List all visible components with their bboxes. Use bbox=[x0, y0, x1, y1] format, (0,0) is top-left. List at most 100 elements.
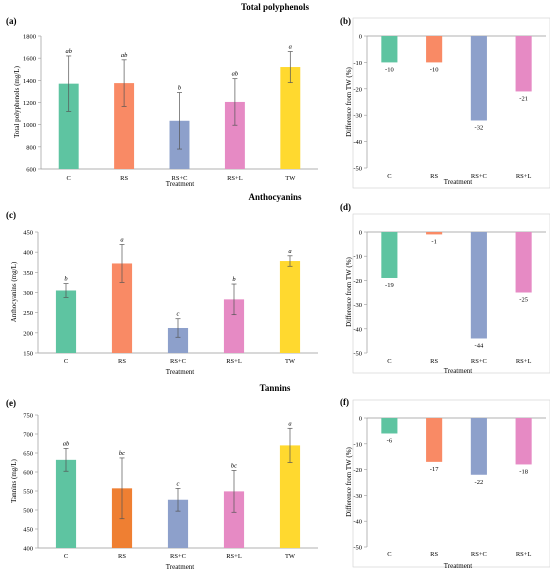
x-tick-label: RS+C bbox=[170, 358, 186, 365]
x-tick-label: RS bbox=[430, 358, 438, 365]
significance-letter: ab bbox=[121, 52, 128, 59]
panel-letter-c: (c) bbox=[6, 210, 16, 220]
panel-letter-d: (d) bbox=[340, 202, 351, 212]
bar-tw bbox=[279, 261, 301, 353]
significance-letter: ab bbox=[232, 71, 239, 78]
significance-letter: c bbox=[177, 311, 180, 318]
panel-letter-a: (a) bbox=[6, 16, 17, 26]
x-tick-label: RS+C bbox=[170, 553, 186, 560]
x-tick-label: C bbox=[387, 173, 391, 180]
bar-rs-l bbox=[223, 491, 245, 548]
significance-letter: a bbox=[288, 420, 291, 427]
bar-tw bbox=[279, 445, 301, 548]
y-axis-label: Difference from TW (%) bbox=[345, 256, 353, 326]
y-tick-label: 150 bbox=[23, 351, 33, 358]
panel-letter-e: (e) bbox=[6, 398, 16, 408]
x-tick-label: RS bbox=[430, 173, 438, 180]
section-title-anthocyanins: Anthocyanins bbox=[248, 192, 302, 202]
x-tick-label: RS+C bbox=[471, 358, 487, 365]
data-label: -22 bbox=[475, 479, 484, 486]
y-axis-label: Difference from TW (%) bbox=[345, 66, 353, 136]
x-axis-label: Treatment bbox=[166, 563, 195, 571]
y-tick-label: -50 bbox=[353, 166, 362, 173]
x-tick-label: RS+L bbox=[516, 358, 532, 365]
panel-border bbox=[352, 399, 550, 568]
y-tick-label: 0 bbox=[359, 416, 362, 423]
y-tick-label: 500 bbox=[23, 508, 33, 515]
x-axis-label: Treatment bbox=[166, 180, 195, 188]
y-tick-label: 700 bbox=[23, 432, 33, 439]
x-tick-label: RS+L bbox=[226, 358, 242, 365]
y-tick-label: 1800 bbox=[23, 34, 36, 41]
y-tick-label: 650 bbox=[23, 451, 33, 458]
data-label: -10 bbox=[385, 66, 394, 73]
y-tick-label: 1400 bbox=[23, 78, 36, 85]
y-tick-label: -10 bbox=[353, 441, 362, 448]
significance-letter: a bbox=[289, 44, 292, 51]
data-label: -21 bbox=[519, 95, 528, 102]
significance-letter: c bbox=[177, 480, 180, 487]
y-tick-label: 350 bbox=[23, 270, 33, 277]
y-tick-label: -40 bbox=[353, 519, 362, 526]
significance-letter: bc bbox=[231, 462, 237, 469]
y-tick-label: -30 bbox=[353, 113, 362, 120]
y-tick-label: -20 bbox=[353, 278, 362, 285]
x-tick-label: TW bbox=[285, 553, 296, 560]
x-tick-label: RS bbox=[430, 551, 438, 558]
bar-tw bbox=[280, 67, 301, 169]
x-tick-label: RS+C bbox=[172, 175, 188, 182]
x-tick-label: C bbox=[64, 358, 68, 365]
y-tick-label: -40 bbox=[353, 139, 362, 146]
y-tick-label: 1600 bbox=[23, 56, 36, 63]
x-axis-label: Treatment bbox=[166, 368, 195, 376]
significance-letter: a bbox=[120, 237, 123, 244]
bar-c bbox=[381, 36, 398, 63]
data-label: -6 bbox=[387, 437, 393, 444]
y-tick-label: 750 bbox=[23, 413, 33, 420]
bar-rs-c bbox=[470, 232, 487, 339]
bar-rs-l bbox=[515, 232, 532, 293]
data-label: -1 bbox=[431, 238, 436, 245]
x-tick-label: RS+L bbox=[226, 553, 242, 560]
y-tick-label: 400 bbox=[23, 546, 33, 553]
chart-panel-1: 600 800 1000 1200 1400 1600 1800 ab Cab RS b RS+C ab… bbox=[13, 34, 318, 188]
y-tick-label: -10 bbox=[353, 254, 362, 261]
section-title-polyphenols: Total polyphenols bbox=[241, 2, 309, 12]
significance-letter: b bbox=[232, 276, 236, 283]
bar-rs bbox=[426, 36, 443, 63]
data-label: -32 bbox=[475, 124, 484, 131]
bar-rs-l bbox=[224, 101, 245, 169]
y-tick-label: 550 bbox=[23, 489, 33, 496]
significance-letter: a bbox=[288, 248, 291, 255]
y-tick-label: 400 bbox=[23, 250, 33, 257]
x-tick-label: C bbox=[67, 175, 71, 182]
chart-panel-4: 0 -10 -20 -30 -40 -50 -19 C -1 RS -44 RS+C -25 RS+L Tr… bbox=[345, 213, 550, 375]
x-axis-label: Treatment bbox=[444, 562, 473, 570]
panel-border bbox=[352, 17, 550, 189]
data-label: -18 bbox=[519, 468, 528, 475]
x-tick-label: C bbox=[64, 553, 68, 560]
y-tick-label: 600 bbox=[23, 470, 33, 477]
x-axis-label: Treatment bbox=[444, 367, 473, 375]
y-tick-label: 600 bbox=[26, 167, 36, 174]
y-tick-label: 0 bbox=[359, 230, 362, 237]
x-tick-label: C bbox=[387, 358, 391, 365]
data-label: -10 bbox=[430, 66, 439, 73]
x-tick-label: RS+C bbox=[471, 173, 487, 180]
x-tick-label: C bbox=[387, 551, 391, 558]
y-tick-label: -30 bbox=[353, 302, 362, 309]
x-tick-label: RS+L bbox=[227, 175, 243, 182]
chart-panel-2: 0 -10 -20 -30 -40 -50 -10 C -10 RS -32 RS+C -21 RS+L T… bbox=[345, 17, 550, 189]
x-tick-label: RS+C bbox=[471, 551, 487, 558]
y-axis-label: Anthocyanins (mg/L) bbox=[10, 261, 18, 322]
y-tick-label: 200 bbox=[23, 330, 33, 337]
x-tick-label: RS+L bbox=[516, 551, 532, 558]
bar-rs-c bbox=[470, 36, 487, 121]
x-tick-label: RS+L bbox=[516, 173, 532, 180]
y-tick-label: 300 bbox=[23, 290, 33, 297]
x-tick-label: TW bbox=[285, 175, 296, 182]
panel-letter-b: (b) bbox=[340, 16, 351, 26]
bar-c bbox=[381, 418, 398, 434]
y-tick-label: 1200 bbox=[23, 100, 36, 107]
